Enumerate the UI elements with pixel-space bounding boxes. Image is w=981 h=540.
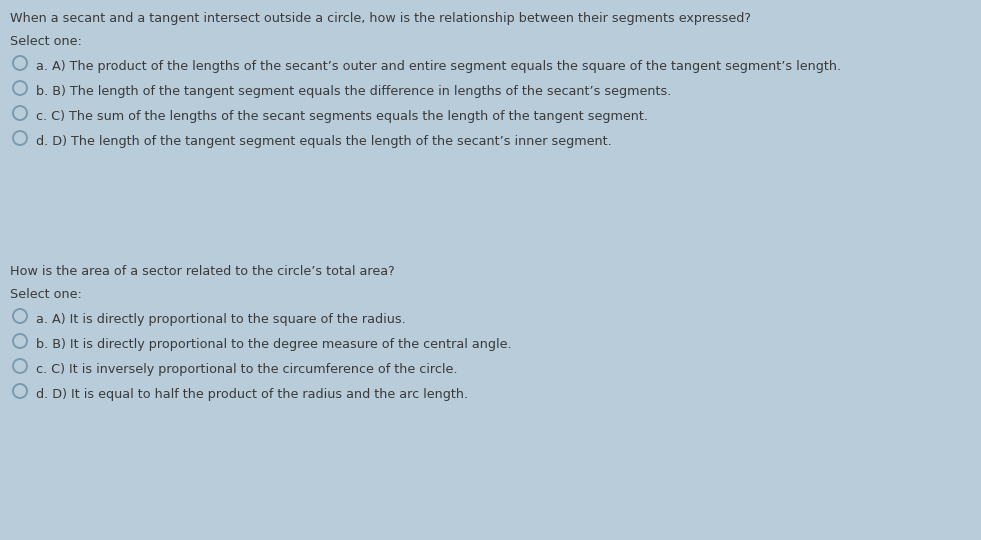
Text: a. A) The product of the lengths of the secant’s outer and entire segment equals: a. A) The product of the lengths of the …: [36, 60, 841, 73]
Text: b. B) It is directly proportional to the degree measure of the central angle.: b. B) It is directly proportional to the…: [36, 338, 512, 351]
Text: d. D) The length of the tangent segment equals the length of the secant’s inner : d. D) The length of the tangent segment …: [36, 135, 612, 148]
Text: How is the area of a sector related to the circle’s total area?: How is the area of a sector related to t…: [10, 265, 394, 278]
Text: Select one:: Select one:: [10, 288, 81, 301]
Text: c. C) It is inversely proportional to the circumference of the circle.: c. C) It is inversely proportional to th…: [36, 363, 457, 376]
Text: When a secant and a tangent intersect outside a circle, how is the relationship : When a secant and a tangent intersect ou…: [10, 12, 751, 25]
Text: b. B) The length of the tangent segment equals the difference in lengths of the : b. B) The length of the tangent segment …: [36, 85, 671, 98]
Text: c. C) The sum of the lengths of the secant segments equals the length of the tan: c. C) The sum of the lengths of the seca…: [36, 110, 648, 123]
Text: d. D) It is equal to half the product of the radius and the arc length.: d. D) It is equal to half the product of…: [36, 388, 468, 401]
Text: a. A) It is directly proportional to the square of the radius.: a. A) It is directly proportional to the…: [36, 313, 406, 326]
Text: Select one:: Select one:: [10, 35, 81, 48]
